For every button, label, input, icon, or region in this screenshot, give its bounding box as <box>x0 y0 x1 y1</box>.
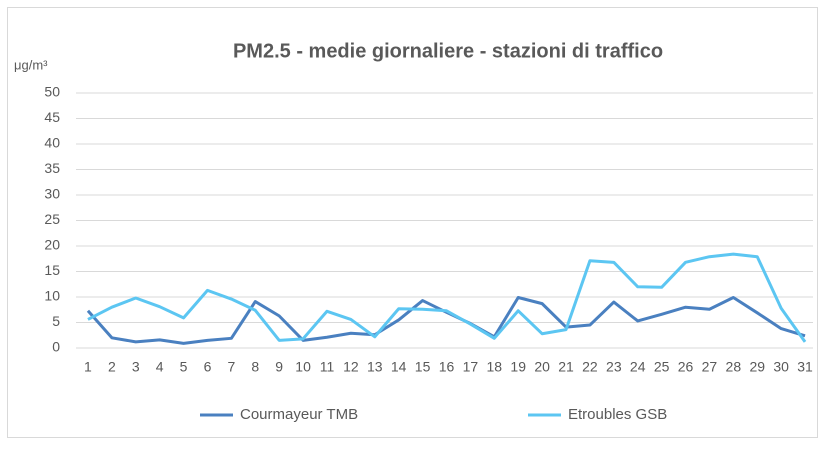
y-tick-label: 35 <box>44 160 60 176</box>
x-tick-label: 25 <box>654 359 670 375</box>
x-tick-label: 14 <box>391 359 407 375</box>
y-tick-label: 45 <box>44 109 60 125</box>
chart-title: PM2.5 - medie giornaliere - stazioni di … <box>233 40 663 62</box>
x-tick-label: 16 <box>439 359 455 375</box>
y-tick-label: 50 <box>44 84 60 100</box>
x-tick-label: 29 <box>749 359 765 375</box>
y-tick-label: 30 <box>44 186 60 202</box>
x-tick-label: 12 <box>343 359 359 375</box>
y-tick-label: 15 <box>44 262 60 278</box>
x-tick-label: 24 <box>630 359 646 375</box>
x-tick-label: 22 <box>582 359 598 375</box>
legend-label: Courmayeur TMB <box>240 406 358 423</box>
y-tick-label: 5 <box>52 313 60 329</box>
x-tick-label: 3 <box>132 359 140 375</box>
x-tick-label: 11 <box>320 359 335 375</box>
y-tick-label: 20 <box>44 237 60 253</box>
x-tick-label: 30 <box>773 359 789 375</box>
x-tick-label: 9 <box>275 359 283 375</box>
y-tick-label: 10 <box>44 288 60 304</box>
y-tick-label: 25 <box>44 211 60 227</box>
x-tick-label: 8 <box>251 359 259 375</box>
y-unit: μg/m³ <box>14 57 48 72</box>
x-tick-label: 28 <box>726 359 742 375</box>
x-tick-label: 4 <box>156 359 164 375</box>
x-tick-label: 18 <box>487 359 503 375</box>
x-tick-label: 10 <box>295 359 311 375</box>
x-tick-label: 1 <box>84 359 92 375</box>
x-tick-label: 5 <box>180 359 188 375</box>
legend-label: Etroubles GSB <box>568 406 667 423</box>
x-tick-label: 23 <box>606 359 622 375</box>
x-tick-label: 7 <box>227 359 235 375</box>
x-tick-label: 21 <box>558 359 574 375</box>
x-tick-label: 6 <box>204 359 212 375</box>
x-tick-label: 15 <box>415 359 431 375</box>
chart-border <box>7 7 818 438</box>
x-tick-label: 13 <box>367 359 383 375</box>
y-tick-label: 40 <box>44 135 60 151</box>
x-tick-label: 20 <box>534 359 550 375</box>
x-tick-label: 2 <box>108 359 116 375</box>
x-tick-label: 27 <box>702 359 718 375</box>
x-tick-label: 19 <box>510 359 526 375</box>
y-tick-label: 0 <box>52 339 60 355</box>
x-tick-label: 17 <box>463 359 479 375</box>
x-tick-label: 26 <box>678 359 694 375</box>
data-line <box>87 252 807 343</box>
x-tick-label: 31 <box>797 359 813 375</box>
